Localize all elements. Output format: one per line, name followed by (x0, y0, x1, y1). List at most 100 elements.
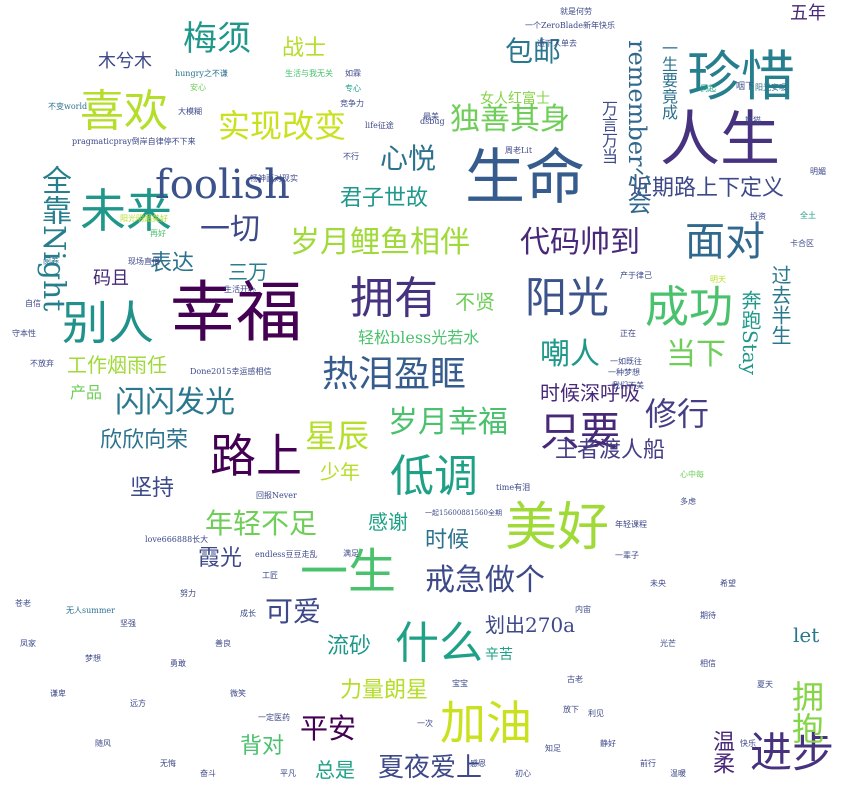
word: dsbug (420, 117, 445, 126)
word: 一辈子 (615, 551, 639, 560)
word: 咽下 (736, 82, 755, 92)
word: 幸福 (170, 274, 302, 351)
word: 工作烟雨任 (67, 353, 167, 377)
word: 年轻不足 (205, 507, 318, 540)
word: 一生要竟成 (659, 40, 678, 120)
word: 产于律己 (620, 271, 652, 280)
word: 欣欣向荣 (100, 428, 189, 453)
word: 拥抱 (787, 680, 825, 744)
word: 未央 (650, 579, 666, 588)
word: 背对 (240, 734, 285, 759)
word: 梅须 (183, 19, 251, 59)
word: 轻松bless光若水 (358, 328, 480, 347)
word: 全靠Night (36, 165, 71, 312)
word: 路上 (210, 429, 302, 483)
word: 划出270a (485, 613, 576, 637)
word: 奔跑Stay (738, 290, 762, 375)
word: 木兮木 (98, 51, 152, 72)
word: 就是何劳 (560, 7, 592, 16)
word: 一生 (300, 544, 397, 600)
word: 加油 (440, 696, 532, 750)
word: 修行 (645, 395, 710, 433)
word: 期待 (700, 611, 716, 620)
word: 奋斗 (200, 769, 216, 778)
word: 投资 (750, 212, 766, 221)
word: 总是 (315, 758, 355, 782)
word: 战士 (282, 36, 327, 61)
word: 凤家 (20, 639, 36, 648)
word: 前行 (640, 759, 656, 768)
word: 喜欢 (80, 86, 168, 137)
word: 万言万当 (599, 100, 618, 164)
word: 侗起 (700, 84, 716, 93)
word: 阅卷 (43, 257, 59, 266)
word: 不放弃 (30, 359, 54, 368)
word: 什么 (395, 618, 483, 669)
word: 君子世故 (340, 186, 429, 211)
word: 代码帅到 (520, 225, 640, 260)
word: foolish (155, 162, 290, 208)
word: 大模糊 (178, 107, 202, 116)
word: 全土 (800, 211, 816, 220)
word: 感恩 (470, 759, 486, 768)
word: 生命 (465, 143, 585, 213)
word: 一切 (200, 212, 260, 247)
word: 快乐 (740, 739, 756, 748)
word: 一次 (417, 719, 433, 728)
word: 我们不美 (612, 381, 644, 390)
word: 珍惜 (687, 45, 795, 108)
word: 流砂 (327, 634, 372, 659)
word: 女人红富士 (480, 91, 550, 107)
word: 三万 (228, 260, 268, 284)
word: 宝宝 (452, 679, 468, 688)
word: 明天 (710, 275, 726, 284)
word: 阳光安暖 (755, 83, 787, 92)
word: 梦想 (85, 654, 101, 663)
word: 畅神面对现实 (250, 174, 298, 183)
word: remember心会 (623, 40, 651, 215)
word: 五年 (790, 3, 826, 24)
word: 戒急做个 (425, 563, 545, 598)
word: 不贤 (455, 290, 495, 314)
word: 一定医药 (258, 713, 290, 722)
word: 谦卑 (50, 689, 66, 698)
word: 希望 (720, 579, 736, 588)
word: 人生 (660, 105, 780, 175)
word: 时候 (425, 528, 470, 553)
word: 最美 (423, 112, 439, 121)
word: 产品 (70, 383, 103, 402)
word: 知足 (545, 744, 561, 753)
word: 表达 (150, 251, 195, 276)
word: 当下 (666, 337, 726, 372)
word: 别人 (62, 296, 154, 350)
word: 放下 (563, 705, 579, 714)
word: 闪闪发光 (115, 385, 235, 420)
word: 善良 (215, 639, 231, 648)
word: 独善其身 (450, 102, 570, 137)
word: 包邮 (505, 35, 562, 68)
word: 多虑 (680, 497, 696, 506)
word: 拥有 (350, 273, 438, 324)
word: 面对 (685, 219, 765, 265)
word: 光芒 (660, 639, 676, 648)
word: 成功 (645, 282, 733, 333)
word: 努力 (180, 589, 196, 598)
word: 工匠 (262, 571, 278, 580)
word: 生活与我无关 (285, 69, 333, 78)
word: 可爱 (265, 595, 322, 628)
word: 夏天 (757, 680, 773, 689)
word: 码且 (93, 268, 129, 289)
word: 自信 (25, 299, 41, 308)
word: 苍老 (15, 599, 31, 608)
word: 辛苦 (485, 647, 513, 663)
word: 霞光 (198, 546, 243, 571)
word: 满足 (343, 549, 359, 558)
word: let (793, 623, 820, 647)
word: 一起15600881560全期 (425, 509, 502, 517)
word: 守本性 (12, 329, 36, 338)
word: 不行 (343, 152, 359, 161)
word: 安心 (190, 83, 206, 92)
word: 无悔 (160, 759, 176, 768)
word: endless豆豆走乱 (255, 550, 318, 559)
word: 坚强 (120, 619, 136, 628)
